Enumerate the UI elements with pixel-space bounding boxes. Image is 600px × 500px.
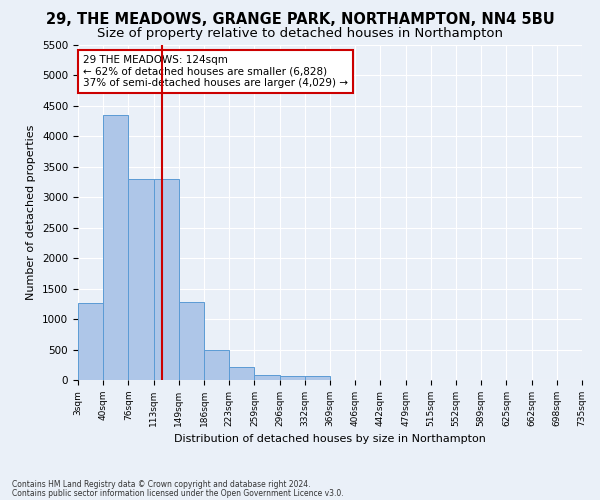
Text: Contains HM Land Registry data © Crown copyright and database right 2024.: Contains HM Land Registry data © Crown c…	[12, 480, 311, 489]
Text: 29, THE MEADOWS, GRANGE PARK, NORTHAMPTON, NN4 5BU: 29, THE MEADOWS, GRANGE PARK, NORTHAMPTO…	[46, 12, 554, 28]
Bar	[280, 376, 305, 380]
Y-axis label: Number of detached properties: Number of detached properties	[26, 125, 37, 300]
Bar	[103, 115, 128, 380]
Bar	[154, 179, 179, 380]
X-axis label: Distribution of detached houses by size in Northampton: Distribution of detached houses by size …	[174, 434, 486, 444]
Bar	[179, 302, 204, 380]
Bar	[229, 366, 254, 380]
Text: 29 THE MEADOWS: 124sqm
← 62% of detached houses are smaller (6,828)
37% of semi-: 29 THE MEADOWS: 124sqm ← 62% of detached…	[83, 55, 348, 88]
Text: Contains public sector information licensed under the Open Government Licence v3: Contains public sector information licen…	[12, 488, 344, 498]
Bar	[128, 179, 154, 380]
Bar	[204, 350, 229, 380]
Bar	[78, 302, 103, 380]
Text: Size of property relative to detached houses in Northampton: Size of property relative to detached ho…	[97, 28, 503, 40]
Bar	[254, 374, 280, 380]
Bar	[305, 376, 330, 380]
